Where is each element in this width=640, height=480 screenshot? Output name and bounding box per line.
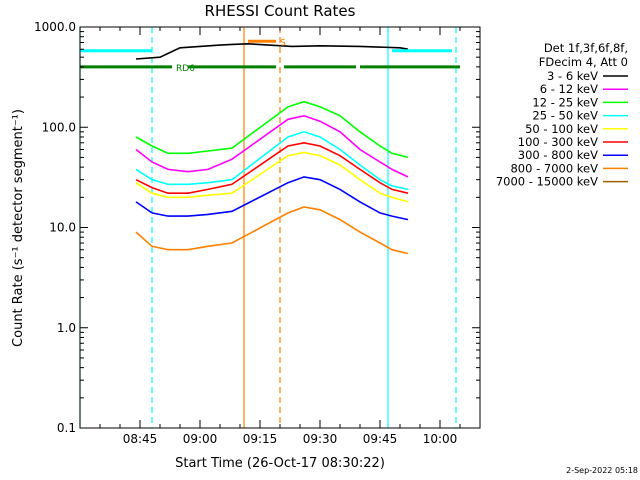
series-line-0 — [135, 42, 409, 60]
legend-label-7: 800 - 7000 keV — [510, 161, 598, 175]
x-tick-label: 08:45 — [123, 432, 158, 446]
legend-header-line-2: FDecim 4, Att 0 — [539, 55, 628, 69]
x-tick-label: 09:45 — [363, 432, 398, 446]
x-tick-label: 09:15 — [243, 432, 278, 446]
legend-label-3: 25 - 50 keV — [532, 109, 598, 123]
series-line-1 — [135, 114, 409, 178]
series-lines — [135, 42, 409, 255]
legend-label-2: 12 - 25 keV — [532, 95, 598, 109]
series-line-7 — [135, 206, 409, 255]
flag-bar-label-2: S — [280, 38, 286, 48]
x-axis-label: Start Time (26-Oct-17 08:30:22) — [175, 456, 385, 471]
flag-bar-label-1: RD6 — [176, 64, 195, 74]
flag-bars: RD6 S — [80, 38, 460, 74]
y-tick-label: 0.1 — [57, 421, 76, 435]
vertical-markers — [79, 27, 457, 428]
legend-label-4: 50 - 100 keV — [525, 122, 598, 136]
y-tick-label: 100.0 — [42, 120, 76, 134]
y-tick-label: 1000.0 — [34, 20, 76, 34]
series-line-6 — [135, 176, 409, 221]
chart-title: RHESSI Count Rates — [205, 2, 356, 20]
series-line-3 — [135, 130, 409, 191]
legend-label-6: 300 - 800 keV — [518, 148, 598, 162]
y-axis: 0.1 1.0 10.0 100.0 1000.0 — [34, 20, 480, 435]
y-tick-label: 1.0 — [57, 321, 76, 335]
x-tick-label: 09:00 — [183, 432, 218, 446]
series-line-5 — [135, 141, 409, 194]
y-axis-label: Count Rate (s⁻¹ detector segment⁻¹) — [11, 109, 26, 347]
legend-label-8: 7000 - 15000 keV — [496, 175, 598, 189]
x-tick-label: 10:00 — [423, 432, 458, 446]
y-tick-label: 10.0 — [49, 221, 76, 235]
series-line-2 — [135, 100, 409, 159]
x-tick-label: 09:30 — [303, 432, 338, 446]
legend-label-5: 100 - 300 keV — [518, 135, 598, 149]
x-axis: 08:45 09:00 09:15 09:30 09:45 10:00 — [79, 27, 481, 446]
series-line-4 — [135, 151, 409, 203]
timestamp: 2-Sep-2022 05:18 — [566, 466, 638, 475]
legend-label-1: 6 - 12 keV — [540, 82, 598, 96]
legend-header-line-1: Det 1f,3f,6f,8f, — [544, 41, 628, 55]
legend-label-0: 3 - 6 keV — [547, 69, 598, 83]
